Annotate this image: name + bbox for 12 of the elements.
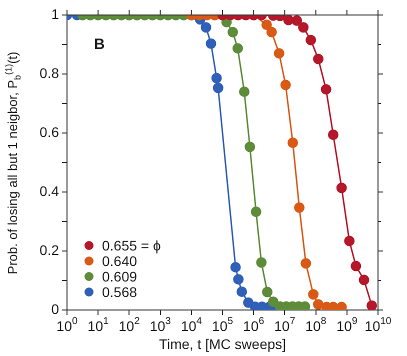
y-tick-label: 0 — [51, 300, 60, 317]
y-tick-label: 0.8 — [40, 64, 60, 81]
legend-label: 0.568 — [102, 284, 138, 300]
annotation: B — [94, 36, 105, 53]
y-tick-label: 1 — [51, 6, 60, 22]
legend-label: 0.655 = ϕ — [102, 237, 161, 254]
legend-label: 0.640 — [102, 252, 138, 269]
y-tick-label: 0.2 — [40, 242, 60, 258]
legend-label: 0.609 — [102, 268, 138, 284]
y-tick-label: 0.6 — [40, 124, 60, 140]
y-tick-label: 0.4 — [40, 182, 60, 199]
x-axis-title: Time, t [MC sweeps] — [158, 336, 286, 352]
